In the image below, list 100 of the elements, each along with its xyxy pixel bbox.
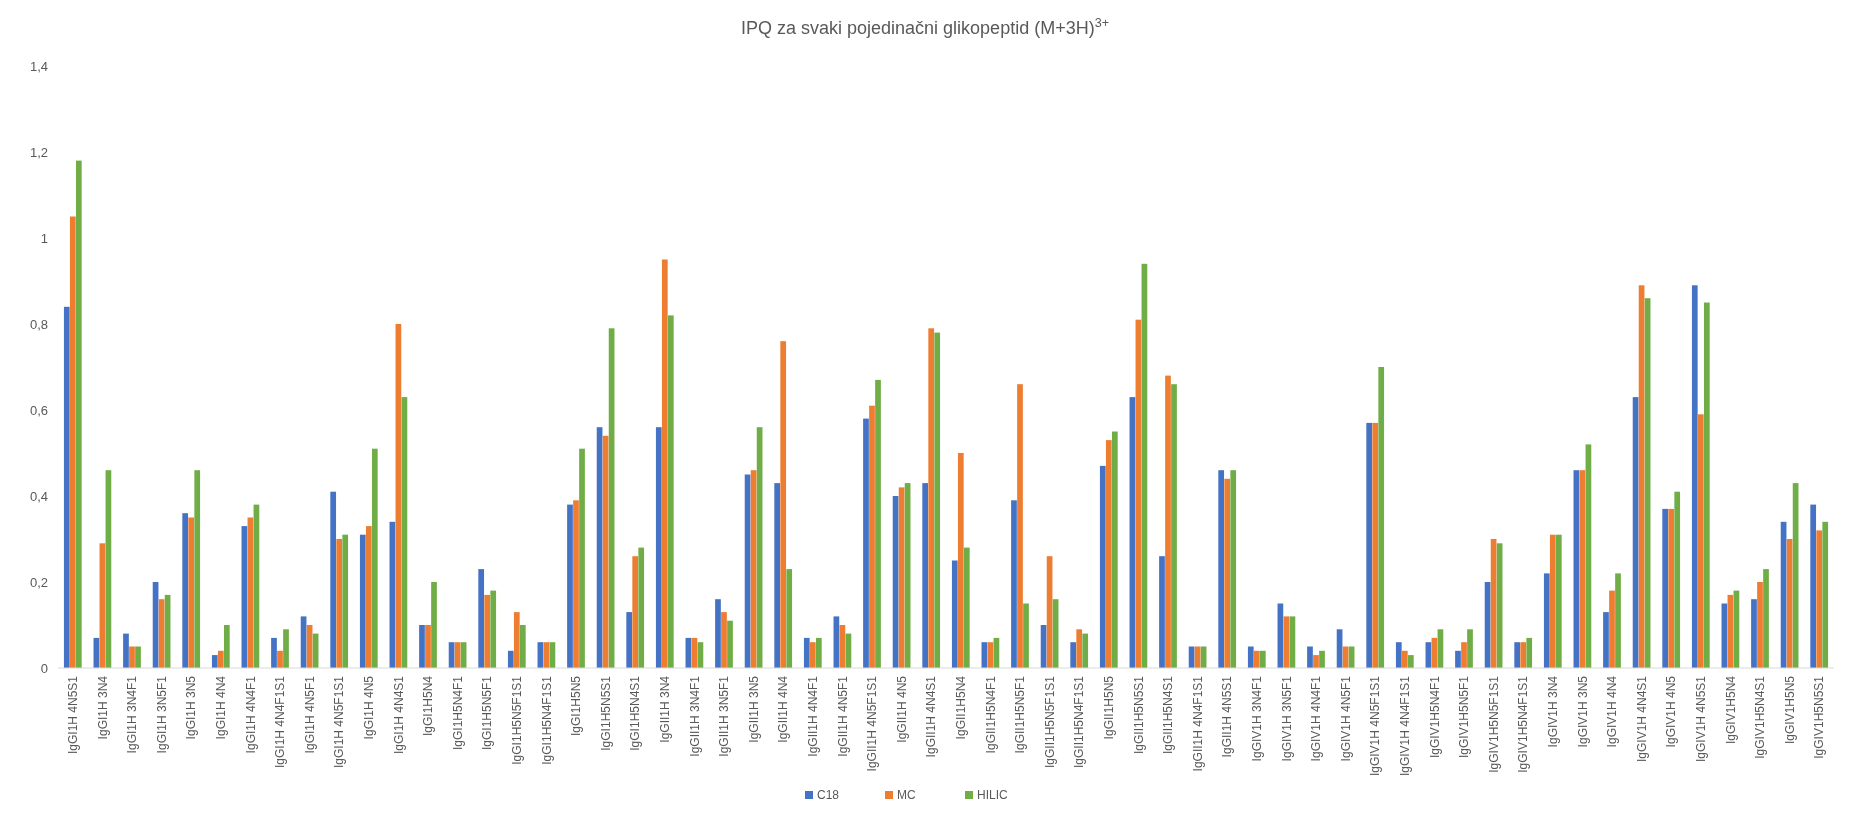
bar (626, 612, 633, 668)
bar (507, 650, 514, 668)
bar (869, 405, 875, 668)
bar (1467, 629, 1473, 668)
bar (1307, 646, 1313, 668)
x-tick-label: IgGII1H 3N4 (658, 675, 672, 743)
y-tick-label: 0 (40, 660, 48, 676)
x-tick-label: IgGII1H 4N4F1 (806, 675, 820, 757)
x-tick-label: IgGI1H5N4F1 (450, 675, 465, 751)
x-tick-label: IgGI1H5N5S1 (598, 675, 613, 751)
bar (715, 599, 721, 668)
x-tick-label: IgGI1H 4N5F1 (302, 675, 317, 754)
bar (519, 625, 526, 668)
x-tick-label: IgGII1H5N5S1 (1131, 675, 1146, 755)
y-tick-label: 0,8 (29, 316, 48, 332)
x-tick-label: IgGI1H 3N4 (95, 675, 110, 740)
bar (271, 637, 277, 668)
bar (223, 625, 230, 668)
x-tick-label: IgGIV1H 4N4F1S1 (1398, 675, 1412, 777)
bar (1366, 422, 1373, 668)
bar (1171, 384, 1177, 668)
bar (1703, 302, 1710, 668)
x-tick-label: IgGIV1H5N5S1 (1812, 675, 1827, 759)
bar (1757, 582, 1763, 668)
bar (478, 569, 485, 668)
y-tick-label: 1,4 (29, 58, 48, 74)
bar (655, 427, 662, 668)
bar (330, 491, 337, 668)
bar (1543, 573, 1550, 668)
x-tick-label: IgGII1H 3N5 (746, 675, 761, 743)
bar (1247, 646, 1254, 668)
x-tick-label: IgGII1H 4N5F1S1 (865, 675, 880, 772)
x-tick-label: IgGI1H5N4F1S1 (539, 675, 554, 765)
bar (283, 629, 289, 668)
x-tick-label: IgGIV1H 3N4F1 (1250, 675, 1264, 762)
x-tick-label: IgGII1H 4N4S1 (924, 675, 939, 758)
bar (69, 216, 76, 668)
bar (1822, 521, 1829, 668)
y-tick-label: 0,2 (29, 574, 48, 590)
x-tick-label: IgGI1H5N5F1 (480, 675, 495, 751)
x-tick-label: IgGII1H5N4 (954, 675, 968, 740)
legend-label: HILIC (977, 788, 1009, 802)
bar (786, 569, 793, 668)
bar (573, 500, 579, 668)
bar (928, 328, 935, 668)
bar (188, 517, 195, 668)
bar (780, 341, 787, 668)
x-tick-label: IgGIV1H 4N5F1 (1338, 675, 1353, 762)
x-tick-label: IgGIV1H5N4 (1723, 675, 1738, 745)
x-tick-label: IgGI1H 4N5S1 (66, 675, 80, 755)
bar (1455, 650, 1461, 668)
bar (63, 306, 70, 668)
bar (490, 590, 497, 668)
x-tick-label: IgGIV1H5N4F1S1 (1516, 675, 1531, 773)
legend-label: C18 (817, 788, 840, 802)
bar (123, 633, 129, 668)
x-tick-label: IgGII1H 4N5S1 (1220, 675, 1235, 758)
bar (359, 534, 366, 668)
x-tick-label: IgGII1H 4N4 (776, 675, 791, 743)
bar (963, 547, 970, 668)
x-tick-label: IgGI1H 4N5F1S1 (332, 675, 347, 769)
bar (1259, 650, 1266, 668)
legend-label: MC (897, 788, 916, 802)
bar (1401, 650, 1408, 668)
bar (1372, 422, 1379, 668)
x-tick-label: IgGI1H 3N4F1 (125, 675, 140, 754)
x-tick-label: IgGI1H 3N5F1 (154, 675, 169, 754)
bar (1070, 642, 1077, 668)
bar (1526, 637, 1533, 668)
bar (75, 160, 82, 668)
bar (129, 646, 135, 668)
bar (1319, 650, 1325, 668)
bar (1674, 491, 1681, 668)
bar (727, 620, 733, 668)
bar (431, 582, 437, 668)
x-tick-label: IgGII1H 4N5 (894, 675, 909, 743)
bar (863, 418, 869, 668)
bar (513, 612, 520, 668)
bar (425, 625, 431, 668)
bar (1165, 375, 1171, 668)
x-tick-label: IgGII1H 4N4F1S1 (1190, 675, 1205, 772)
bar (484, 594, 491, 668)
bar (809, 642, 816, 668)
x-tick-label: IgGII1H5N4S1 (1161, 675, 1176, 755)
bar (951, 560, 958, 668)
bar (1159, 556, 1165, 668)
bar (1224, 478, 1231, 668)
x-tick-label: IgGI1H5N4 (421, 675, 436, 737)
bar (1810, 504, 1817, 668)
x-tick-label: IgGIV1H5N5F1 (1457, 675, 1472, 759)
x-tick-label: IgGIV1H 4N5S1 (1694, 675, 1708, 763)
bar (1395, 642, 1402, 668)
x-tick-label: IgGII1H5N5F1S1 (1042, 675, 1057, 769)
bar (1514, 642, 1521, 668)
x-tick-label: IgGIV1H 3N5 (1575, 675, 1590, 748)
bar (1461, 642, 1467, 668)
bar (1668, 508, 1675, 668)
y-tick-label: 0,4 (29, 488, 48, 504)
x-tick-label: IgGI1H 4N4F1 (243, 675, 258, 754)
x-tick-label: IgGI1H5N4S1 (628, 675, 643, 751)
